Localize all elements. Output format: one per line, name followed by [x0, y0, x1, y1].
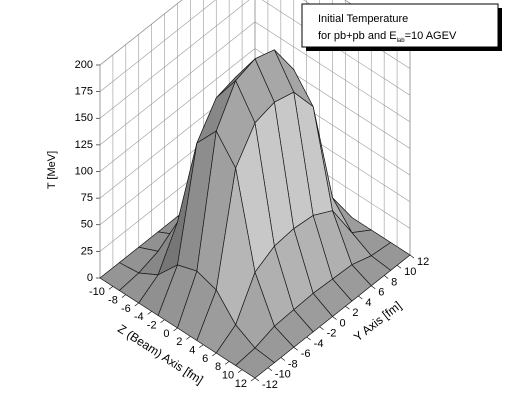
tick-mark — [199, 344, 204, 348]
tick-mark — [358, 295, 363, 300]
y-tick-label: 0 — [340, 317, 346, 329]
z-tick-label: 0 — [87, 272, 93, 284]
x-tick-label: 6 — [202, 353, 208, 365]
tick-mark — [212, 352, 217, 357]
subtitle-text: for pb+pb and E — [318, 30, 397, 42]
z-tick-label: 200 — [75, 59, 93, 71]
tick-mark — [293, 347, 298, 351]
tick-mark — [173, 327, 178, 332]
x-tick-label: -4 — [134, 311, 144, 323]
tick-mark — [121, 294, 127, 298]
y-tick-label: -12 — [262, 379, 278, 391]
tick-mark — [250, 377, 256, 382]
tick-mark — [319, 326, 324, 330]
tick-mark — [280, 357, 286, 361]
x-tick-label: -6 — [121, 303, 131, 315]
tick-mark — [371, 285, 376, 289]
tick-mark — [147, 311, 152, 315]
y-tick-label: -4 — [314, 338, 324, 350]
x-tick-label: 0 — [163, 328, 169, 340]
x-tick-label: -2 — [147, 320, 157, 332]
y-axis-title: Y Axis [fm] — [351, 298, 404, 344]
z-tick-label: 150 — [75, 112, 93, 124]
tick-mark — [306, 336, 311, 341]
y-tick-label: -10 — [275, 369, 291, 381]
x-tick-label: -10 — [89, 286, 105, 298]
tick-mark — [396, 265, 402, 269]
z-tick-label: 100 — [75, 165, 93, 177]
tick-mark — [409, 254, 415, 259]
z-tick-label: 75 — [81, 192, 93, 204]
y-tick-label: 10 — [404, 266, 416, 278]
tick-mark — [267, 367, 273, 371]
x-tick-label: 8 — [215, 361, 221, 373]
z-axis-title: T [MeV] — [46, 151, 58, 189]
x-tick-label: -8 — [108, 295, 118, 307]
tick-mark — [345, 306, 350, 310]
tick-mark — [160, 319, 165, 323]
subtitle-suffix: =10 AGEV — [405, 30, 457, 42]
tick-mark — [383, 275, 389, 279]
y-tick-label: -8 — [288, 358, 298, 370]
y-tick-label: 4 — [365, 297, 371, 309]
tick-mark — [108, 286, 114, 290]
z-tick-label: 25 — [81, 245, 93, 257]
surface-cell — [235, 347, 275, 379]
x-tick-label: 10 — [222, 370, 234, 382]
y-tick-label: 8 — [391, 276, 397, 288]
tick-mark — [134, 302, 139, 307]
legend-box — [301, 3, 499, 48]
tick-mark — [332, 316, 337, 320]
y-tick-label: -6 — [301, 348, 311, 360]
z-tick-label: 125 — [75, 139, 93, 151]
y-tick-label: 2 — [352, 307, 358, 319]
subtitle-subscript: lab — [397, 38, 406, 44]
tick-mark — [254, 377, 260, 382]
z-tick-label: 175 — [75, 86, 93, 98]
x-tick-label: 2 — [176, 336, 182, 348]
chart-title: Initial Temperature — [318, 13, 408, 25]
x-tick-label: 4 — [189, 345, 195, 357]
tick-mark — [224, 361, 230, 365]
chart-subtitle: for pb+pb and Elab=10 AGEV — [318, 30, 457, 44]
tick-mark — [237, 369, 243, 373]
y-tick-label: -2 — [327, 328, 337, 340]
y-tick-label: 6 — [378, 287, 384, 299]
y-tick-label: 12 — [417, 256, 429, 268]
tick-mark — [186, 336, 191, 340]
x-tick-label: 12 — [235, 378, 247, 390]
z-tick-label: 50 — [81, 219, 93, 231]
